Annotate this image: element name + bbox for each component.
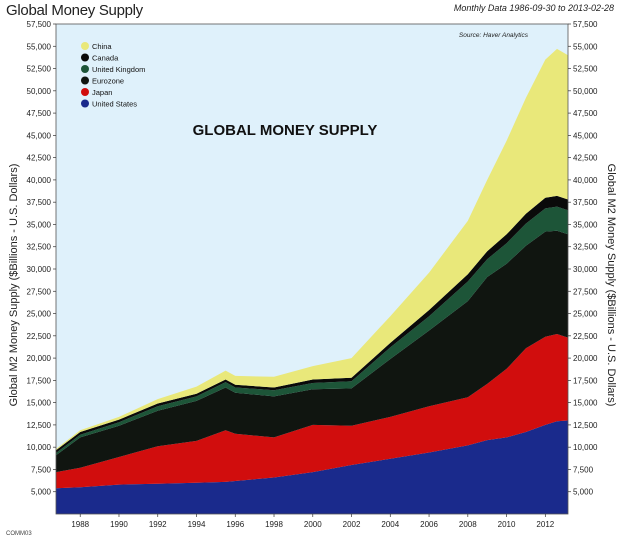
y-tick-label-right: 27,500 <box>573 287 598 296</box>
legend-swatch <box>81 76 89 85</box>
chart-inner-title: GLOBAL MONEY SUPPLY <box>193 122 378 139</box>
y-tick-label-right: 50,000 <box>573 87 598 96</box>
y-tick-label: 5,000 <box>31 488 52 497</box>
y-tick-label-right: 17,500 <box>573 376 598 385</box>
x-tick-label: 2012 <box>536 520 554 529</box>
y-tick-label-right: 55,000 <box>573 42 598 51</box>
y-tick-label: 52,500 <box>27 65 52 74</box>
x-tick-label: 1998 <box>265 520 283 529</box>
y-axis-label-left: Global M2 Money Supply ($Billions - U.S.… <box>8 164 20 407</box>
legend-swatch <box>81 42 89 50</box>
y-tick-label-right: 25,000 <box>573 310 598 319</box>
stacked-areas <box>56 48 568 514</box>
legend-swatch <box>81 88 89 96</box>
y-axis-label-right: Global M2 Money Supply ($Billions - U.S.… <box>605 164 617 407</box>
x-tick-label: 1990 <box>110 520 128 529</box>
y-tick-label-right: 42,500 <box>573 154 598 163</box>
x-tick-label: 2008 <box>459 520 477 529</box>
y-tick-label-right: 30,000 <box>573 265 598 274</box>
y-tick-label-right: 37,500 <box>573 198 598 207</box>
legend-swatch <box>81 53 89 62</box>
area-united-states <box>56 420 568 514</box>
y-tick-label-right: 20,000 <box>573 354 598 363</box>
y-tick-label: 55,000 <box>27 42 52 51</box>
y-tick-label: 7,500 <box>31 465 52 474</box>
legend-label: Canada <box>92 54 119 63</box>
page-title: Global Money Supply <box>6 2 143 19</box>
y-tick-label: 50,000 <box>27 87 52 96</box>
x-tick-label: 2002 <box>343 520 361 529</box>
y-ticks-left: 5,000 7,500 10,000 12,500 15,000 17,500 20,000… <box>27 20 56 497</box>
date-range: Monthly Data 1986-09-30 to 2013-02-28 <box>453 3 614 13</box>
y-tick-label-right: 57,500 <box>573 20 598 29</box>
y-tick-label: 22,500 <box>27 332 52 341</box>
y-tick-label: 40,000 <box>27 176 52 185</box>
y-tick-label-right: 10,000 <box>573 443 598 452</box>
y-tick-label: 57,500 <box>27 20 52 29</box>
source-note: Source: Haver Analytics <box>459 32 529 39</box>
y-tick-label: 37,500 <box>27 198 52 207</box>
y-tick-label: 17,500 <box>27 376 52 385</box>
legend-label: Japan <box>92 88 112 97</box>
y-tick-label-right: 7,500 <box>573 465 594 474</box>
y-tick-label-right: 15,000 <box>573 399 598 408</box>
x-tick-label: 2010 <box>498 520 516 529</box>
legend-label: United States <box>92 100 137 109</box>
x-tick-label: 1994 <box>188 520 206 529</box>
legend: China Canada United Kingdom Eurozone Japan Un… <box>81 42 145 109</box>
y-tick-label: 15,000 <box>27 399 52 408</box>
y-tick-label: 27,500 <box>27 287 52 296</box>
legend-label: Eurozone <box>92 77 124 86</box>
area-japan <box>56 334 568 489</box>
y-tick-label: 10,000 <box>27 443 52 452</box>
x-tick-label: 1996 <box>226 520 244 529</box>
y-tick-label-right: 35,000 <box>573 220 598 229</box>
y-tick-label-right: 5,000 <box>573 488 594 497</box>
y-tick-label: 20,000 <box>27 354 52 363</box>
legend-swatch <box>81 65 89 73</box>
y-tick-label-right: 47,500 <box>573 109 598 118</box>
y-tick-label-right: 40,000 <box>573 176 598 185</box>
x-tick-label: 2004 <box>381 520 399 529</box>
x-ticks: 1988 1990 1992 1994 1996 1998 2000 2002 2004 2006… <box>71 514 555 529</box>
area-eurozone <box>56 230 568 473</box>
legend-label: China <box>92 42 112 51</box>
y-tick-label: 35,000 <box>27 220 52 229</box>
y-tick-label: 45,000 <box>27 131 52 140</box>
y-tick-label: 30,000 <box>27 265 52 274</box>
x-tick-label: 2000 <box>304 520 322 529</box>
y-tick-label: 42,500 <box>27 154 52 163</box>
x-tick-label: 1992 <box>149 520 167 529</box>
legend-swatch <box>81 99 89 108</box>
y-tick-label-right: 22,500 <box>573 332 598 341</box>
y-tick-label-right: 12,500 <box>573 421 598 430</box>
legend-label: United Kingdom <box>92 65 145 74</box>
chart-code: COMM03 <box>6 531 32 537</box>
y-ticks-right: 5,000 7,500 10,000 12,500 15,000 17,500 20,000… <box>568 20 598 497</box>
y-tick-label: 12,500 <box>27 421 52 430</box>
y-tick-label-right: 52,500 <box>573 65 598 74</box>
area-china <box>56 48 568 451</box>
y-tick-label: 47,500 <box>27 109 52 118</box>
y-tick-label: 32,500 <box>27 243 52 252</box>
y-tick-label: 25,000 <box>27 310 52 319</box>
x-tick-label: 1988 <box>71 520 89 529</box>
y-tick-label-right: 45,000 <box>573 131 598 140</box>
y-tick-label-right: 32,500 <box>573 243 598 252</box>
x-tick-label: 2006 <box>420 520 438 529</box>
